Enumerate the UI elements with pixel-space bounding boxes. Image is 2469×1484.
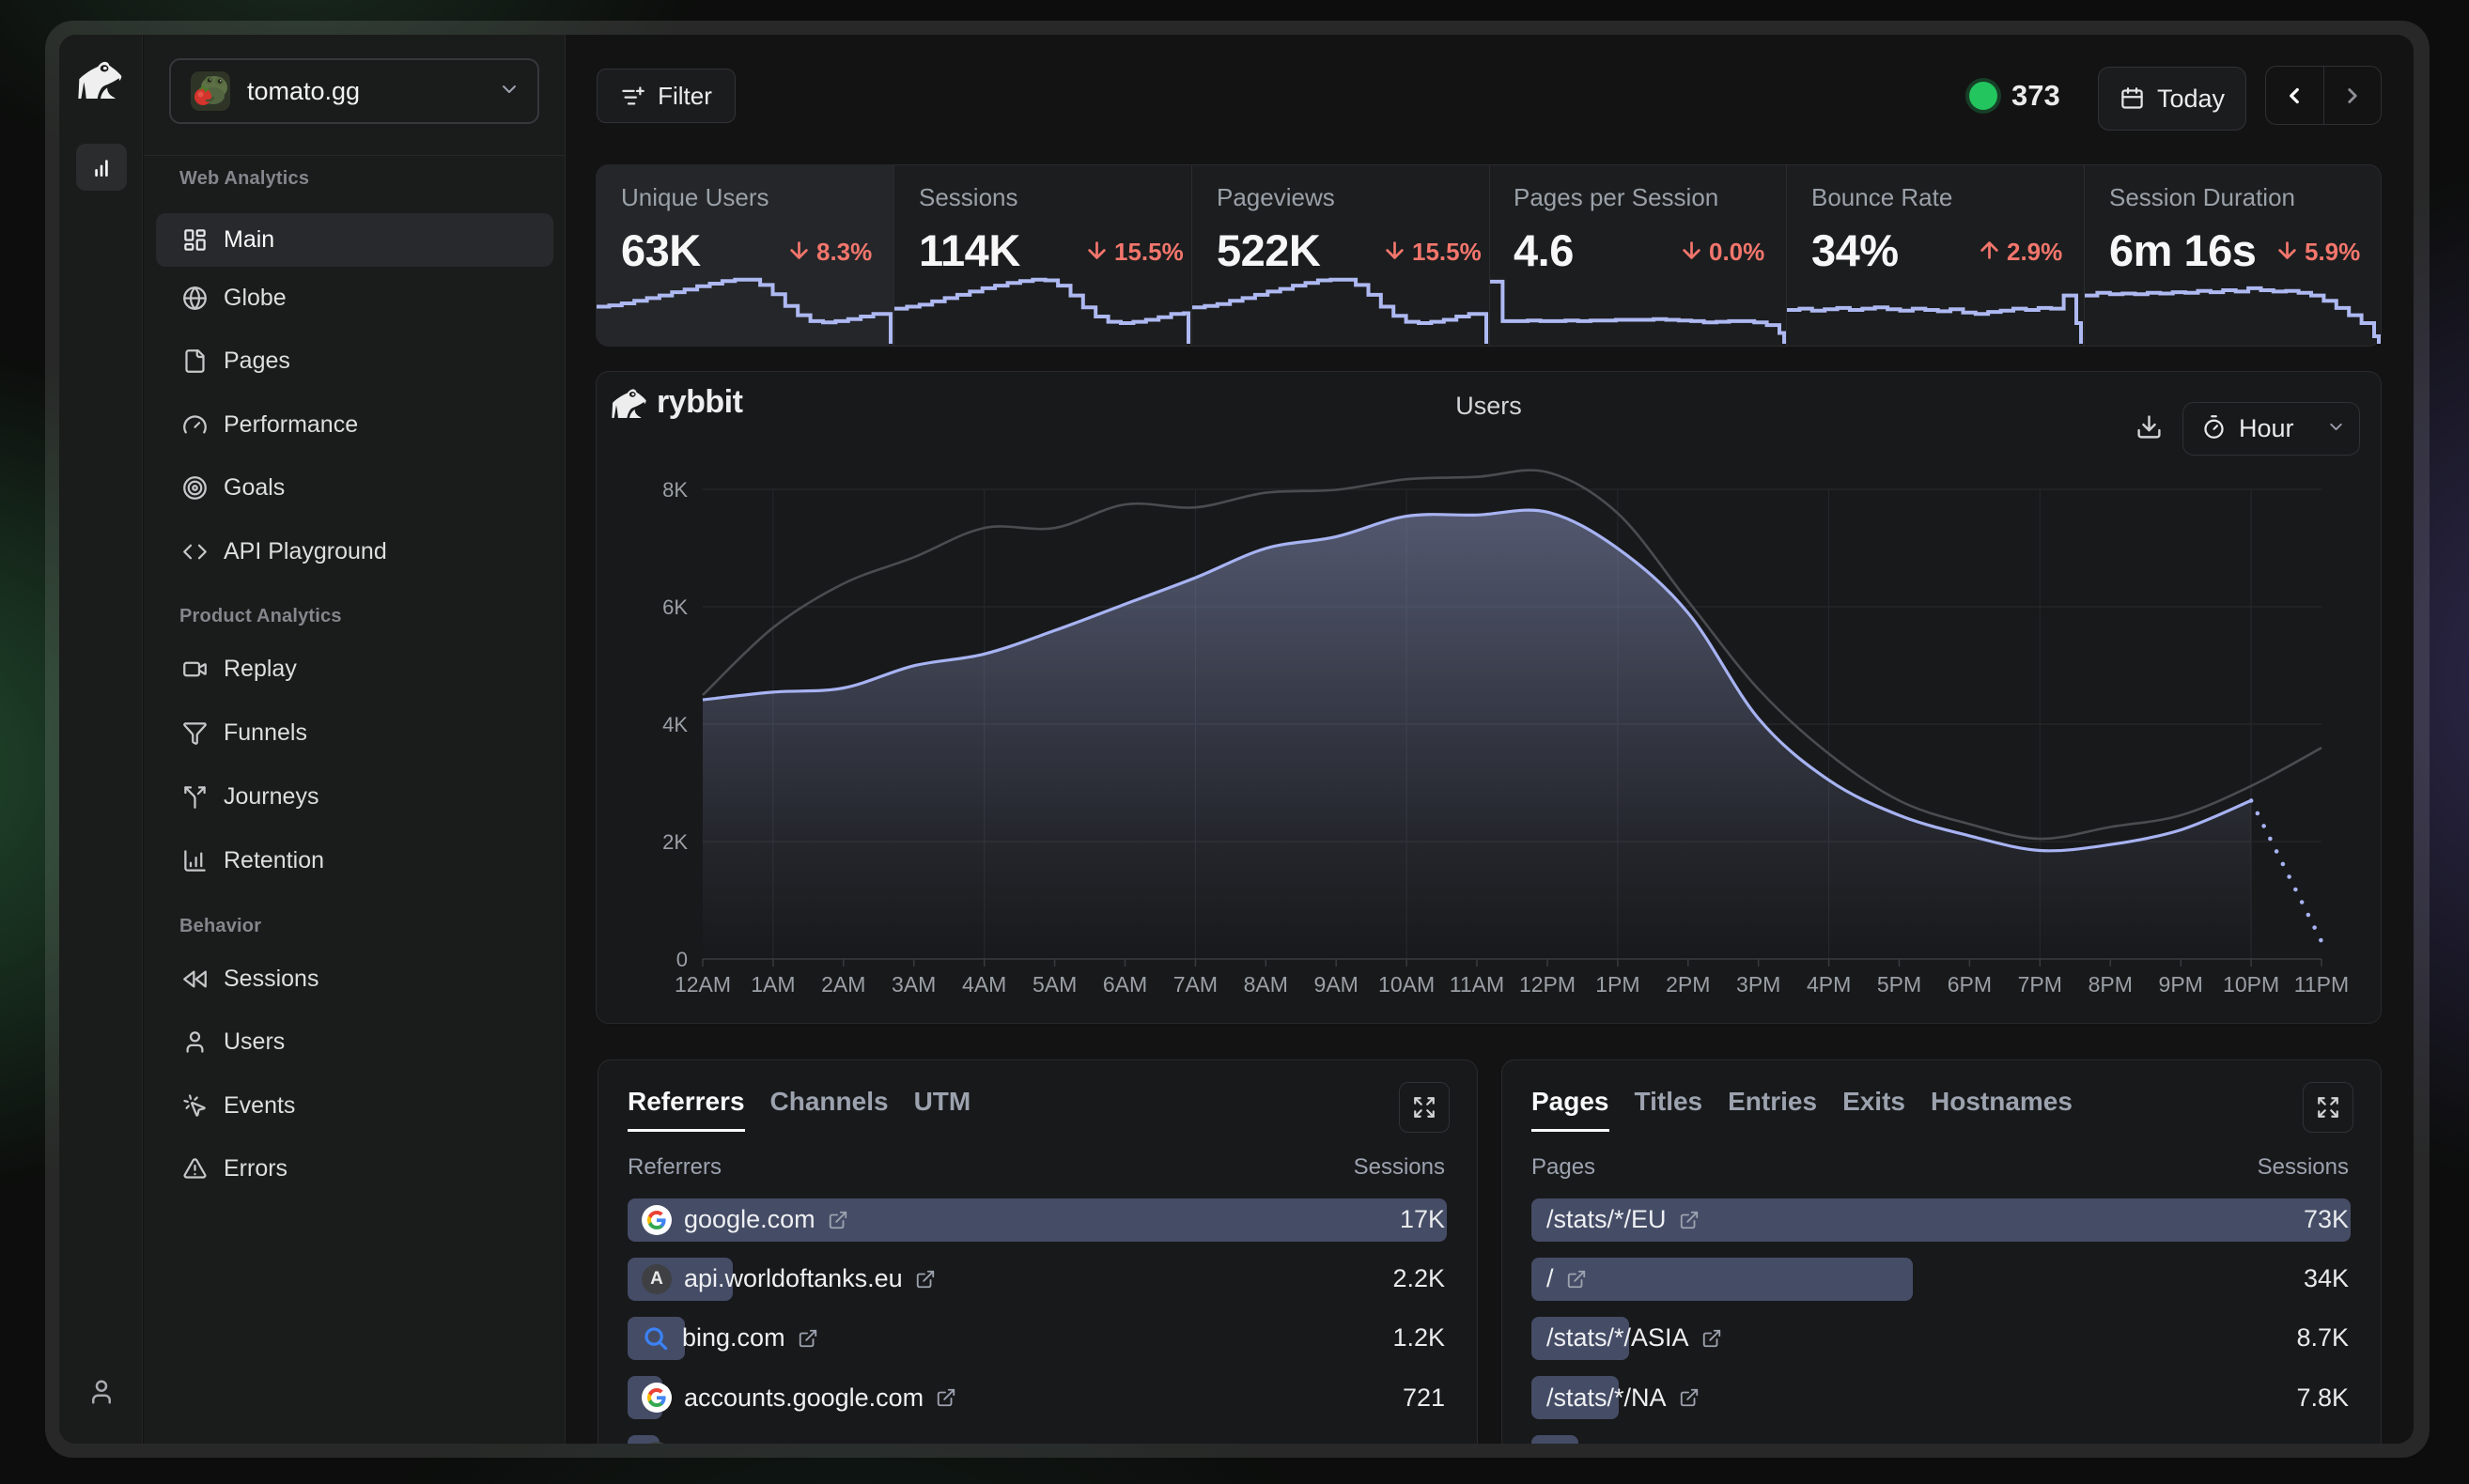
svg-text:11PM: 11PM xyxy=(2294,972,2349,997)
svg-text:2AM: 2AM xyxy=(821,972,865,997)
svg-text:8K: 8K xyxy=(662,478,688,502)
svg-text:6K: 6K xyxy=(662,595,688,619)
svg-text:5PM: 5PM xyxy=(1877,972,1921,997)
svg-text:2PM: 2PM xyxy=(1666,972,1710,997)
svg-text:6AM: 6AM xyxy=(1103,972,1147,997)
svg-text:1PM: 1PM xyxy=(1595,972,1639,997)
svg-text:12AM: 12AM xyxy=(675,972,731,997)
svg-text:8AM: 8AM xyxy=(1244,972,1288,997)
svg-text:4K: 4K xyxy=(662,713,688,736)
svg-text:3AM: 3AM xyxy=(892,972,936,997)
svg-text:0: 0 xyxy=(676,948,688,971)
svg-text:2K: 2K xyxy=(662,830,688,854)
svg-text:1AM: 1AM xyxy=(751,972,795,997)
svg-text:9PM: 9PM xyxy=(2159,972,2203,997)
svg-text:4PM: 4PM xyxy=(1807,972,1851,997)
svg-text:10PM: 10PM xyxy=(2223,972,2279,997)
svg-text:9AM: 9AM xyxy=(1314,972,1359,997)
svg-text:11AM: 11AM xyxy=(1450,972,1504,997)
svg-text:7PM: 7PM xyxy=(2018,972,2062,997)
svg-text:10AM: 10AM xyxy=(1378,972,1435,997)
svg-text:5AM: 5AM xyxy=(1033,972,1077,997)
svg-text:3PM: 3PM xyxy=(1736,972,1780,997)
svg-text:12PM: 12PM xyxy=(1519,972,1576,997)
svg-text:4AM: 4AM xyxy=(962,972,1006,997)
svg-text:8PM: 8PM xyxy=(2089,972,2133,997)
svg-text:7AM: 7AM xyxy=(1173,972,1218,997)
svg-text:6PM: 6PM xyxy=(1948,972,1992,997)
